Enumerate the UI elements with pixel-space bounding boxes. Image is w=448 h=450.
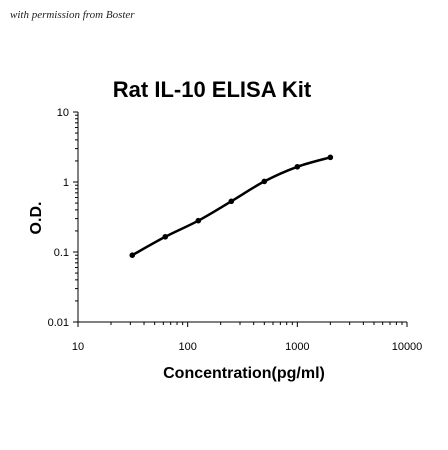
permission-watermark: with permission from Boster [10, 9, 135, 21]
y-tick-label: 10 [57, 107, 69, 119]
tick-marks [73, 111, 408, 327]
x-tick-label: 10000 [392, 341, 423, 353]
y-axis-label: O.D. [28, 202, 45, 235]
x-tick-label: 100 [178, 341, 196, 353]
x-axis-label: Concentration(pg/ml) [163, 365, 325, 382]
series-line [131, 156, 332, 257]
y-tick-label: 0.01 [48, 317, 69, 329]
x-tick-label: 1000 [285, 341, 309, 353]
y-tick-label: 0.1 [54, 247, 69, 259]
data-point [195, 217, 202, 224]
data-point [162, 233, 169, 240]
chart-axes [77, 112, 407, 323]
data-series [129, 154, 334, 259]
chart-title: Rat IL-10 ELISA Kit [113, 77, 312, 102]
data-point [228, 198, 235, 205]
data-point [294, 163, 301, 170]
data-point [261, 178, 268, 185]
y-tick-label: 1 [63, 177, 69, 189]
data-point [129, 252, 136, 259]
data-point [327, 154, 334, 161]
tick-labels: 10 100 1000 10000 0.01 0.1 1 10 [48, 107, 423, 353]
x-tick-label: 10 [72, 341, 84, 353]
